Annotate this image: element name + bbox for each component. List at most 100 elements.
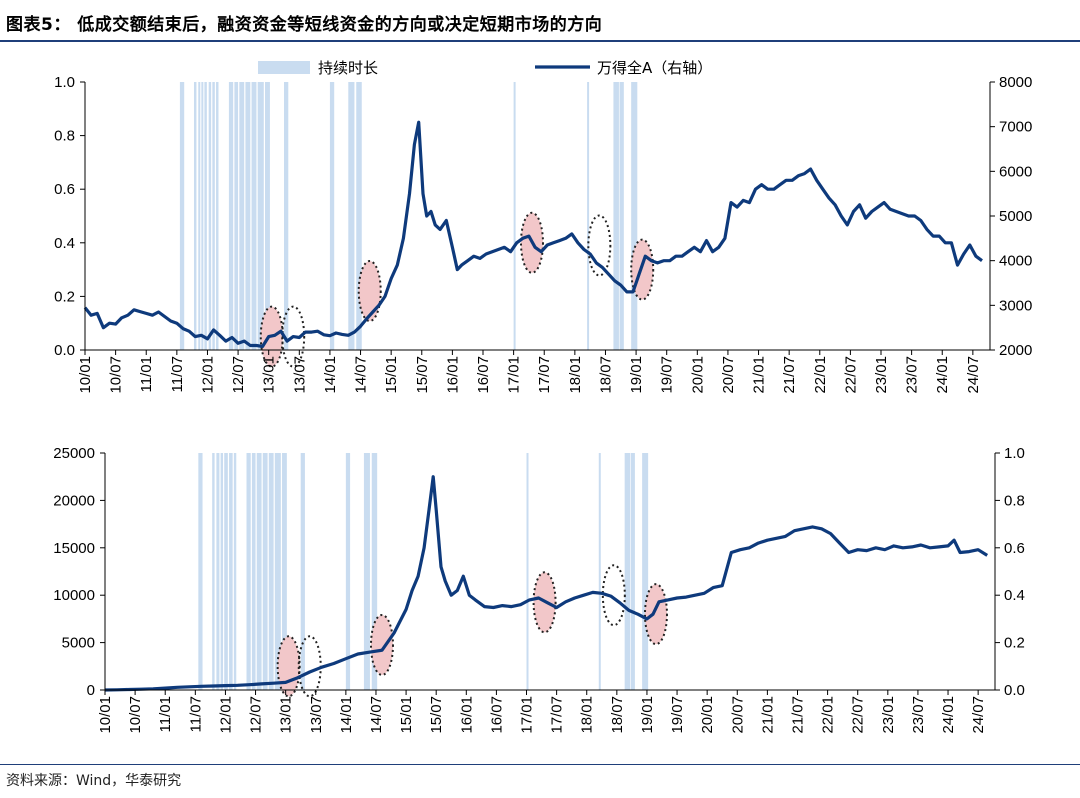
shaded-period-2-5 [229,453,233,690]
shaded-period-1-23 [631,82,638,350]
x-tick-label: 15/07 [414,356,431,394]
shaded-period-2-1 [212,453,215,690]
x-tick-label: 12/07 [248,696,265,734]
x-tick-label: 15/01 [398,696,415,734]
x-tick-label: 17/07 [549,696,566,734]
shaded-period-2-16 [363,453,370,690]
y-left-tick-label: 0 [87,682,95,699]
x-tick-label: 22/01 [820,696,837,734]
shaded-period-1-11 [245,82,251,350]
shaded-period-2-13 [282,453,287,690]
x-tick-label: 15/01 [383,356,400,394]
y-right-tick-label: 4000 [999,253,1032,270]
shaded-period-1-8 [228,82,234,350]
shaded-period-1-22 [619,82,624,350]
shaded-period-1-14 [265,82,270,350]
shaded-period-2-15 [345,453,351,690]
x-tick-label: 19/07 [669,696,686,734]
y-right-tick-label: 0.2 [1004,635,1025,652]
shaded-period-2-8 [251,453,256,690]
shaded-period-1-20 [587,82,590,350]
legend-swatch-duration [258,61,310,74]
title-rule [0,40,1080,42]
series-line-2 [104,475,989,692]
x-tick-label: 20/01 [689,356,706,394]
shaded-period-1-12 [251,82,257,350]
x-tick-label: 10/07 [127,696,144,734]
x-tick-label: 16/07 [475,356,492,394]
shaded-period-1-21 [613,82,619,350]
x-tick-label: 22/07 [842,356,859,394]
x-tick-label: 17/07 [536,356,553,394]
x-tick-label: 16/07 [488,696,505,734]
x-tick-label: 14/01 [338,696,355,734]
shaded-period-2-4 [224,453,228,690]
highlight-ellipse-1-1 [281,305,306,368]
x-tick-label: 18/01 [579,696,596,734]
x-tick-label: 19/01 [639,696,656,734]
x-tick-label: 11/01 [138,356,155,392]
shaded-period-1-5 [208,82,212,350]
shaded-period-2-22 [642,453,649,690]
x-tick-label: 12/07 [230,356,247,394]
legend-label-index: 万得全A（右轴） [597,59,712,77]
shaded-period-2-21 [630,453,635,690]
shaded-period-2-12 [274,453,281,690]
shaded-period-2-19 [598,453,601,690]
highlight-ellipse-2-4 [601,564,626,627]
x-tick-label: 21/07 [781,356,798,394]
x-tick-label: 11/07 [169,356,186,392]
x-tick-label: 23/07 [910,696,927,734]
shaded-period-2-7 [246,453,251,690]
x-tick-label: 18/01 [567,356,584,394]
x-tick-label: 10/07 [108,356,125,394]
y-right-tick-label: 8000 [999,74,1032,91]
x-tick-label: 22/07 [850,696,867,734]
x-tick-label: 20/07 [720,356,737,394]
x-tick-label: 21/07 [789,696,806,734]
x-tick-label: 19/07 [659,356,676,394]
y-left-tick-label: 15000 [53,540,95,557]
shaded-period-1-2 [198,82,201,350]
shaded-period-1-6 [212,82,215,350]
highlight-ellipse-2-0 [276,635,301,698]
x-tick-label: 17/01 [506,356,523,394]
shaded-period-1-3 [201,82,204,350]
y-right-tick-label: 0.0 [1004,682,1025,699]
x-tick-label: 10/01 [77,356,94,394]
x-tick-label: 24/07 [965,356,982,394]
shaded-period-2-3 [220,453,224,690]
legend-label-duration: 持续时长 [318,59,378,77]
shaded-period-1-10 [239,82,245,350]
y-right-tick-label: 0.6 [1004,540,1025,557]
shaded-period-1-16 [329,82,335,350]
y-right-tick-label: 5000 [999,208,1032,225]
shaded-period-2-10 [262,453,268,690]
shaded-period-1-15 [284,82,289,350]
shaded-period-2-18 [526,453,529,690]
y-left-tick-label: 20000 [53,492,95,509]
figure-title: 图表5： 低成交额结束后，融资资金等短线资金的方向或决定短期市场的方向 [6,15,603,35]
x-tick-label: 16/01 [458,696,475,734]
x-tick-label: 23/07 [904,356,921,394]
y-left-tick-label: 10000 [53,587,95,604]
highlight-ellipse-1-2 [357,260,382,323]
y-left-tick-label: 25000 [53,445,95,462]
x-tick-label: 16/01 [444,356,461,394]
x-tick-label: 17/01 [519,696,536,734]
shaded-period-1-9 [234,82,239,350]
highlight-ellipse-2-2 [369,613,394,676]
shaded-period-1-7 [216,82,219,350]
shaded-period-1-0 [179,82,185,350]
x-tick-label: 22/01 [812,356,829,394]
chart-canvas: 0.0 0.2 0.4 0.6 0.8 1.0 2000 3000 4000 5000 6000 70… [53,59,1032,734]
shaded-period-2-17 [371,453,378,690]
highlight-ellipse-1-4 [587,214,612,277]
y-left-tick-label: 1.0 [54,74,75,91]
shaded-period-1-17 [348,82,355,350]
x-tick-label: 18/07 [609,696,626,734]
x-tick-label: 13/01 [261,356,278,394]
series-line-1 [83,120,983,348]
y-left-tick-label: 0.6 [54,181,75,198]
shaded-period-2-6 [233,453,237,690]
